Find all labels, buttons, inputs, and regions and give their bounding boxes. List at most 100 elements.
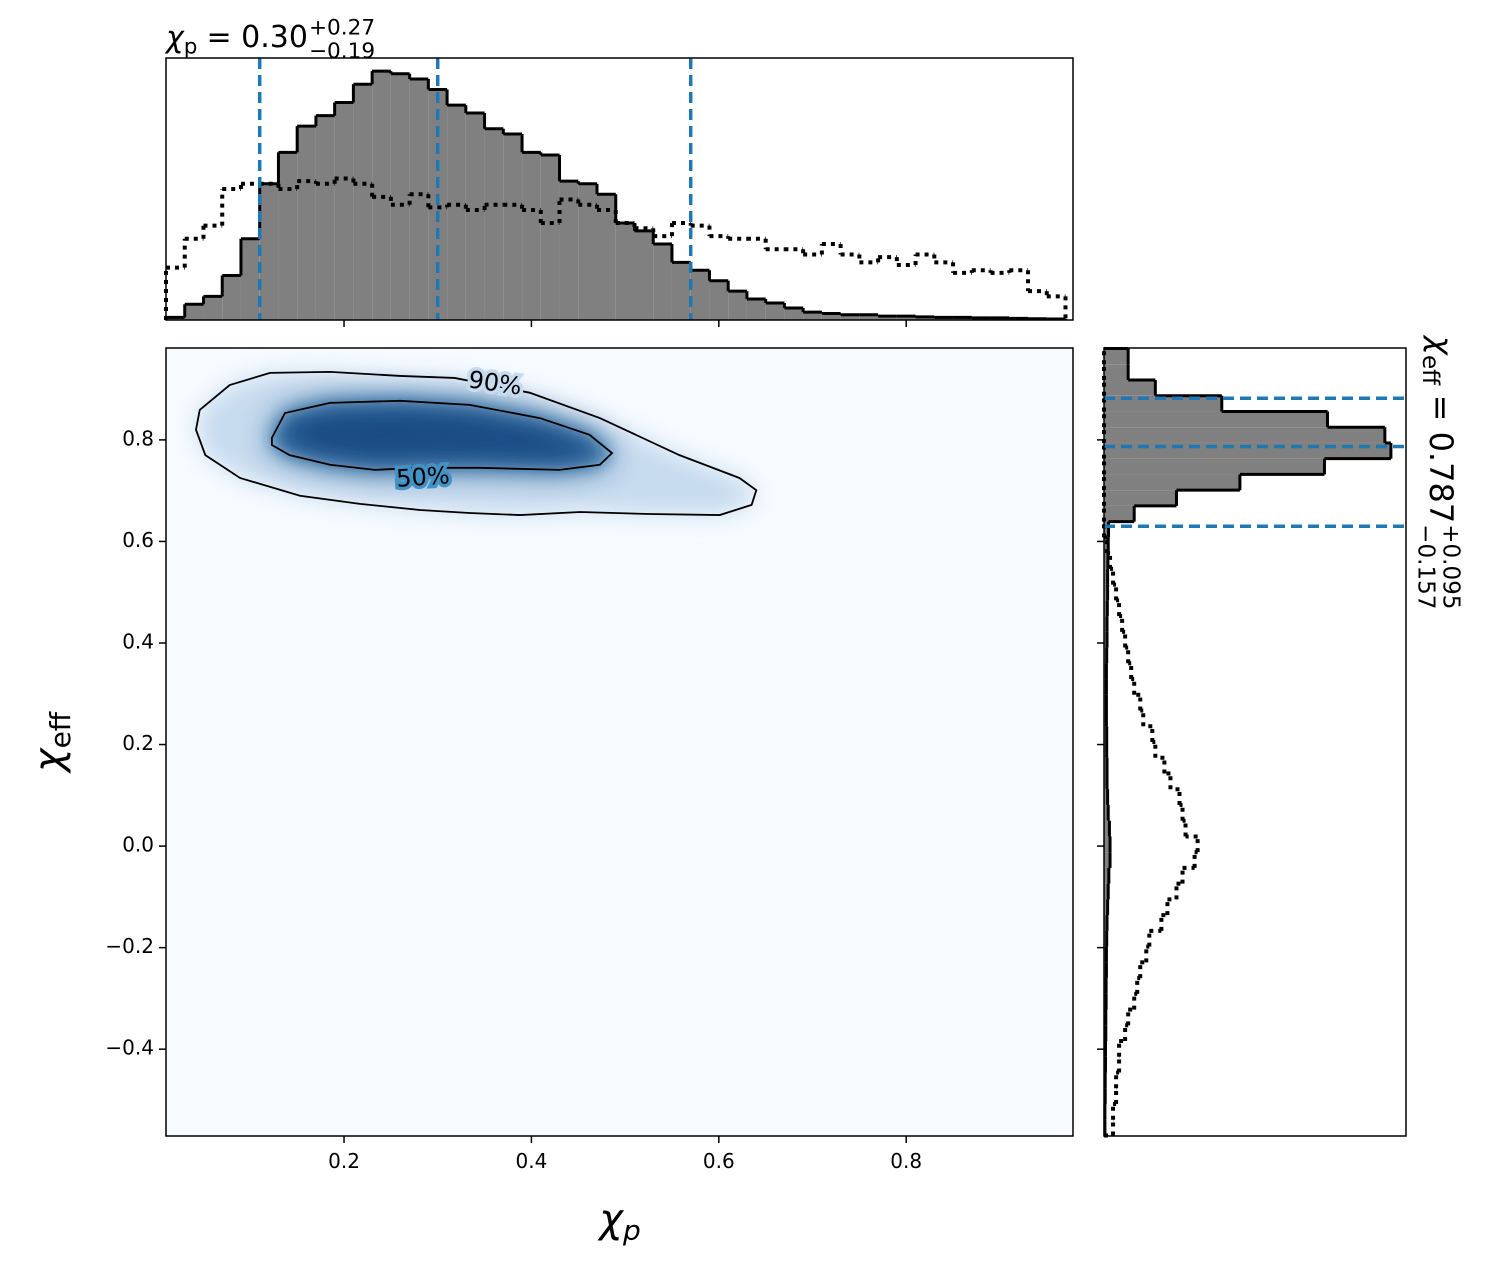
histogram-bar	[240, 238, 260, 320]
panel-title: χeff = 0.787+0.095−0.157	[1412, 334, 1463, 609]
x-axis-label: χp	[597, 1196, 640, 1247]
x-axis-subscript: p	[622, 1214, 641, 1247]
histogram-bar	[522, 152, 541, 320]
histogram-bar	[709, 280, 729, 320]
x-tick-label: 0.8	[890, 1149, 922, 1173]
histogram-bar	[634, 230, 654, 320]
histogram-bar	[484, 128, 504, 320]
title-symbol: χ	[164, 20, 185, 55]
y-tick-label: 0.4	[122, 629, 154, 653]
histogram-bar	[1104, 789, 1108, 805]
histogram-bar	[315, 115, 335, 320]
histogram-bar	[259, 183, 279, 320]
title-lower: −0.19	[309, 39, 375, 64]
y-tick-label: 0.0	[122, 833, 154, 857]
histogram-bar	[1104, 553, 1108, 569]
histogram-bar	[878, 316, 897, 320]
histogram-bar	[915, 316, 935, 320]
histogram-bar	[859, 314, 879, 320]
x-axis-symbol: χ	[597, 1196, 624, 1242]
histogram-bar	[390, 73, 410, 320]
title-lower: −0.157	[1412, 524, 1438, 609]
histogram-bar	[671, 262, 691, 320]
histogram-bar	[1104, 411, 1328, 428]
axes-frame	[1103, 347, 1407, 1137]
histogram-bar	[203, 296, 223, 320]
histogram-bar	[222, 275, 241, 320]
y-axis-label: χeff	[26, 711, 77, 774]
y-tick-label: 0.2	[122, 731, 154, 755]
histogram	[164, 58, 1068, 321]
histogram-bar	[465, 113, 485, 321]
x-tick-label: 0.6	[703, 1149, 735, 1173]
density-level	[271, 400, 613, 470]
title-upper: +0.27	[309, 15, 375, 40]
histogram-bar	[1104, 537, 1109, 554]
histogram-bar	[746, 299, 766, 320]
y-tick-label: −0.4	[105, 1036, 154, 1060]
y-tick-label: 0.6	[122, 528, 154, 552]
histogram-bar	[840, 314, 860, 320]
histogram-bar	[353, 84, 373, 320]
histogram	[1102, 347, 1406, 1138]
histogram-bar	[184, 304, 204, 320]
histogram-bar	[297, 126, 316, 321]
title-upper: +0.095	[1437, 524, 1463, 609]
histogram-bar	[803, 312, 822, 320]
histogram-bar	[1104, 600, 1108, 617]
title-subscript: eff	[1417, 355, 1443, 386]
x-tick-label: 0.4	[516, 1149, 548, 1173]
histogram-bar	[1104, 616, 1108, 632]
histogram-bar	[896, 316, 916, 320]
histogram-bar	[278, 152, 298, 320]
histogram-bar	[578, 183, 598, 320]
axes-frame	[165, 57, 1074, 321]
contour-line	[195, 370, 758, 516]
histogram-bar	[1104, 804, 1109, 821]
histogram-bar	[1104, 348, 1129, 365]
histogram-bar	[409, 78, 429, 321]
y-tick-label: 0.8	[122, 426, 154, 450]
histogram-bar	[690, 270, 710, 320]
histogram-bar	[653, 244, 672, 320]
histogram-bar	[1104, 836, 1111, 853]
title-symbol: χ	[1422, 334, 1460, 356]
histogram-bar	[1104, 458, 1325, 475]
x-tick-label: 0.2	[328, 1149, 360, 1173]
histogram-bar	[1104, 568, 1108, 585]
histogram-bar	[1104, 474, 1240, 491]
histogram-bar	[1104, 820, 1110, 837]
histogram-bar	[615, 223, 635, 320]
histogram-bar	[1104, 883, 1109, 900]
histogram-bar	[1104, 757, 1108, 774]
title-value: = 0.30	[206, 20, 307, 55]
panel-title: χ p = 0.30 +0.27−0.19	[164, 15, 375, 63]
histogram-bar	[1104, 899, 1108, 916]
histogram-bar	[334, 102, 354, 320]
y-axis-symbol: χ	[26, 747, 72, 774]
histogram-bar	[821, 313, 841, 320]
title-value: = 0.787	[1422, 395, 1460, 524]
histogram-bar	[597, 194, 616, 320]
histogram-bar	[1104, 584, 1108, 601]
histogram-bar	[559, 181, 579, 320]
axes-frame	[165, 347, 1074, 1137]
histogram-bar	[1104, 852, 1111, 868]
y-tick-label: −0.2	[105, 934, 154, 958]
histogram-bar	[1104, 490, 1177, 506]
contour-line	[270, 399, 614, 471]
histogram-bar	[1104, 521, 1109, 538]
density-map	[195, 370, 758, 516]
histogram-bar	[765, 302, 785, 320]
title-subscript: p	[184, 35, 198, 60]
histogram-bar	[1104, 773, 1108, 790]
histogram-bar	[503, 133, 523, 320]
contour-label: 50%	[395, 461, 450, 493]
histogram-bar	[1104, 364, 1129, 380]
histogram-bar	[1104, 379, 1156, 396]
histogram-bar	[540, 154, 560, 320]
histogram-bar	[447, 105, 466, 320]
histogram-bar	[1104, 505, 1135, 522]
histogram-bar	[1104, 427, 1385, 443]
